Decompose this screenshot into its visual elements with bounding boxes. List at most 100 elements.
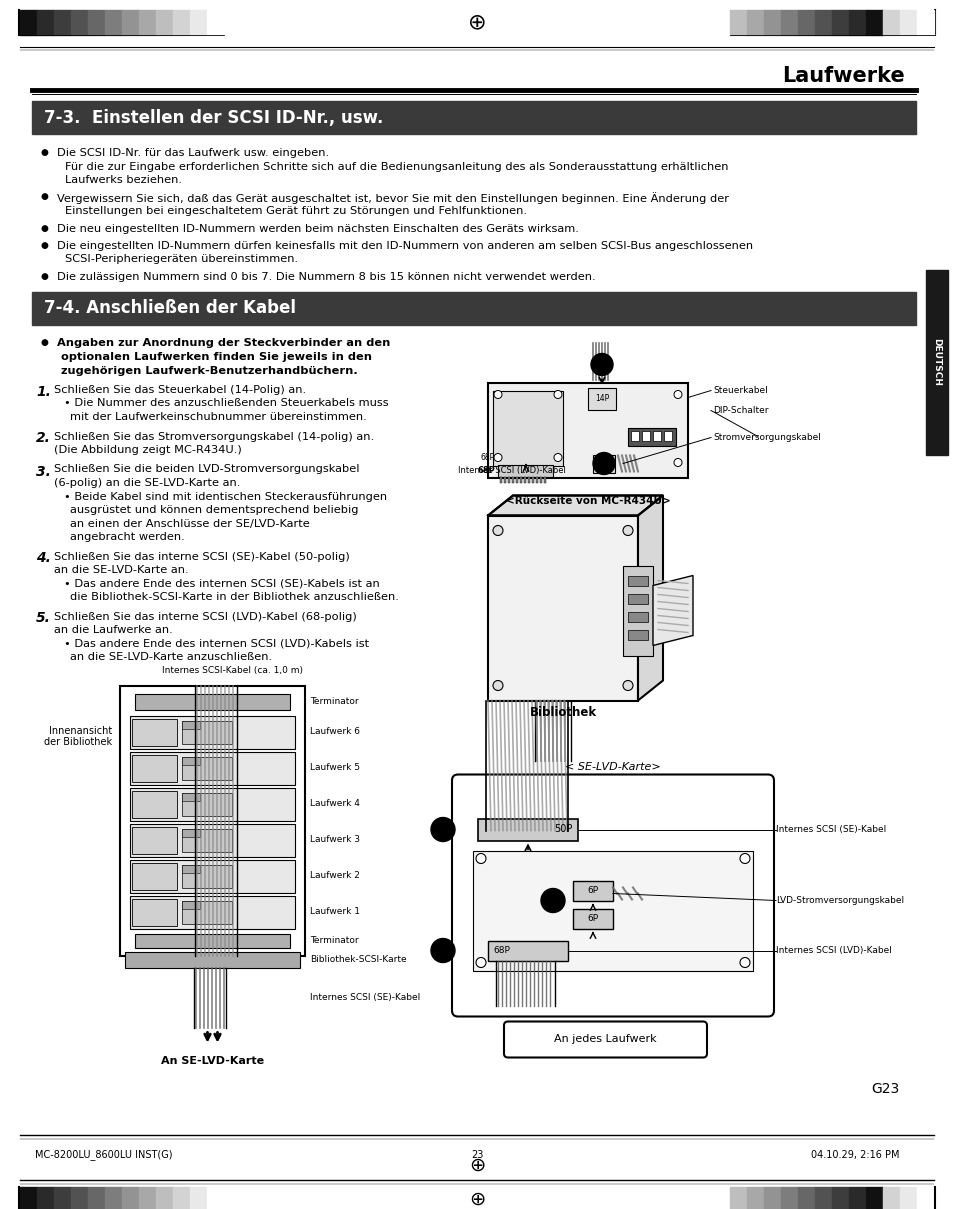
Circle shape xyxy=(554,453,561,462)
Text: Schließen Sie das interne SCSI (SE)-Kabel (50-polig): Schließen Sie das interne SCSI (SE)-Kabe… xyxy=(54,551,350,561)
Text: optionalen Laufwerken finden Sie jeweils in den: optionalen Laufwerken finden Sie jeweils… xyxy=(57,352,372,361)
Circle shape xyxy=(431,817,455,841)
Bar xyxy=(182,757,232,780)
Text: Die SCSI ID-Nr. für das Laufwerk usw. eingeben.: Die SCSI ID-Nr. für das Laufwerk usw. ei… xyxy=(57,147,329,158)
Text: 14P: 14P xyxy=(595,394,608,403)
Text: 7-4. Anschließen der Kabel: 7-4. Anschließen der Kabel xyxy=(44,299,295,317)
Bar xyxy=(207,1187,224,1209)
Bar xyxy=(523,476,525,482)
Text: Die zulässigen Nummern sind 0 bis 7. Die Nummern 8 bis 15 können nicht verwendet: Die zulässigen Nummern sind 0 bis 7. Die… xyxy=(57,272,595,282)
Bar xyxy=(156,10,172,35)
Text: ●: ● xyxy=(40,147,48,157)
Polygon shape xyxy=(488,496,662,515)
Circle shape xyxy=(622,681,633,690)
Text: an die SE-LVD-Karte an.: an die SE-LVD-Karte an. xyxy=(54,565,189,575)
Bar xyxy=(641,430,649,440)
Text: Laufwerk 1: Laufwerk 1 xyxy=(310,907,359,916)
Bar xyxy=(71,1187,88,1209)
Bar xyxy=(122,10,139,35)
Bar xyxy=(831,1187,848,1209)
Bar xyxy=(899,10,916,35)
Text: An jedes Laufwerk: An jedes Laufwerk xyxy=(554,1035,656,1045)
Bar xyxy=(88,1187,105,1209)
Text: 68P: 68P xyxy=(493,945,509,955)
Bar xyxy=(663,430,671,440)
Text: 68P: 68P xyxy=(480,452,495,462)
Bar xyxy=(899,1187,916,1209)
Circle shape xyxy=(540,889,564,913)
Text: Innenansicht
der Bibliothek: Innenansicht der Bibliothek xyxy=(44,725,112,747)
Bar xyxy=(763,1187,781,1209)
Bar xyxy=(882,1187,899,1209)
Text: Internes SCSI (LVD)-Kabel: Internes SCSI (LVD)-Kabel xyxy=(775,945,891,955)
Circle shape xyxy=(494,391,501,399)
Bar xyxy=(925,270,947,455)
Text: 1.: 1. xyxy=(596,359,607,370)
Bar xyxy=(182,793,200,800)
Text: Stromversorgungskabel: Stromversorgungskabel xyxy=(712,433,820,442)
Text: an die SE-LVD-Karte anzuschließen.: an die SE-LVD-Karte anzuschließen. xyxy=(70,652,272,663)
Text: Laufwerk 2: Laufwerk 2 xyxy=(310,870,359,880)
Bar xyxy=(729,10,746,35)
Bar xyxy=(32,291,915,324)
Bar xyxy=(130,823,294,856)
Bar xyxy=(182,901,232,924)
Text: 5.: 5. xyxy=(436,944,449,958)
Bar xyxy=(622,566,652,655)
Bar xyxy=(488,941,567,960)
Bar xyxy=(130,896,294,929)
Text: ⊕: ⊕ xyxy=(468,1190,485,1209)
Text: < SE-LVD-Karte>: < SE-LVD-Karte> xyxy=(564,763,660,773)
Bar xyxy=(627,630,647,640)
Bar xyxy=(916,1187,933,1209)
Bar xyxy=(71,10,88,35)
Bar xyxy=(797,1187,814,1209)
Bar xyxy=(746,10,763,35)
Text: ●: ● xyxy=(40,339,48,347)
Bar xyxy=(54,1187,71,1209)
Circle shape xyxy=(622,526,633,536)
Bar xyxy=(814,10,831,35)
Text: • Das andere Ende des internen SCSI (SE)-Kabels ist an: • Das andere Ende des internen SCSI (SE)… xyxy=(64,578,379,589)
Bar xyxy=(130,716,294,748)
Bar xyxy=(652,430,660,440)
Bar xyxy=(182,828,232,851)
Circle shape xyxy=(494,453,501,462)
Text: Laufwerk 4: Laufwerk 4 xyxy=(310,799,359,808)
Bar xyxy=(20,10,37,35)
Bar xyxy=(132,827,177,854)
Text: 4P: 4P xyxy=(598,459,608,468)
Bar xyxy=(122,1187,139,1209)
Circle shape xyxy=(740,958,749,967)
Bar xyxy=(781,1187,797,1209)
Text: Einstellungen bei eingeschaltetem Gerät führt zu Störungen und Fehlfunktionen.: Einstellungen bei eingeschaltetem Gerät … xyxy=(65,206,526,216)
Bar xyxy=(573,908,613,929)
Polygon shape xyxy=(652,575,692,646)
Bar xyxy=(477,818,578,840)
Bar xyxy=(132,718,177,746)
Bar xyxy=(519,476,521,482)
Text: Die neu eingestellten ID-Nummern werden beim nächsten Einschalten des Geräts wir: Die neu eingestellten ID-Nummern werden … xyxy=(57,224,578,233)
Bar xyxy=(172,1187,190,1209)
Circle shape xyxy=(493,681,502,690)
Text: an die Laufwerke an.: an die Laufwerke an. xyxy=(54,625,172,635)
Text: 1.: 1. xyxy=(36,384,51,399)
Text: MC-8200LU_8600LU INST(G): MC-8200LU_8600LU INST(G) xyxy=(35,1150,172,1161)
Bar xyxy=(132,754,177,781)
Text: 04.10.29, 2:16 PM: 04.10.29, 2:16 PM xyxy=(811,1150,899,1159)
Circle shape xyxy=(476,958,485,967)
Bar xyxy=(88,10,105,35)
Bar xyxy=(848,1187,865,1209)
Bar xyxy=(746,1187,763,1209)
Text: Bibliothek: Bibliothek xyxy=(529,706,596,719)
Bar xyxy=(527,476,530,482)
Bar xyxy=(763,10,781,35)
Bar xyxy=(105,1187,122,1209)
Bar xyxy=(105,10,122,35)
Bar xyxy=(488,382,687,478)
Bar xyxy=(630,430,639,440)
Bar xyxy=(573,880,613,901)
Bar xyxy=(139,10,156,35)
Bar xyxy=(593,455,615,473)
Text: 2.: 2. xyxy=(598,458,609,469)
